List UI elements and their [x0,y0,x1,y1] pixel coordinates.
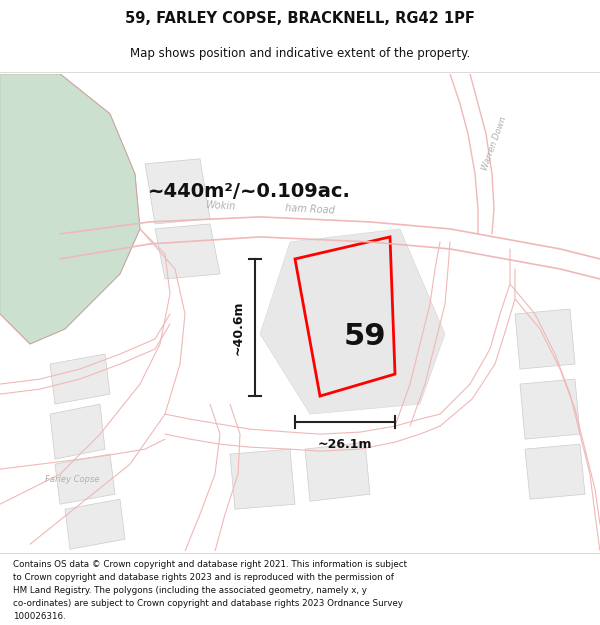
Text: ~26.1m: ~26.1m [318,438,372,451]
Polygon shape [260,229,445,414]
Text: Wokin: Wokin [205,201,235,212]
Text: Contains OS data © Crown copyright and database right 2021. This information is : Contains OS data © Crown copyright and d… [13,560,407,569]
Text: Warren Down: Warren Down [480,116,508,172]
Polygon shape [50,354,110,404]
Polygon shape [515,309,575,369]
Text: ham Road: ham Road [285,203,335,216]
Polygon shape [145,159,210,224]
Text: ~40.6m: ~40.6m [232,300,245,355]
Text: Farley Copse: Farley Copse [45,474,99,484]
Polygon shape [525,444,585,499]
Text: co-ordinates) are subject to Crown copyright and database rights 2023 Ordnance S: co-ordinates) are subject to Crown copyr… [13,599,403,608]
Polygon shape [65,499,125,549]
Text: ~440m²/~0.109ac.: ~440m²/~0.109ac. [148,182,351,201]
Polygon shape [520,379,580,439]
Polygon shape [50,404,105,459]
Text: 59, FARLEY COPSE, BRACKNELL, RG42 1PF: 59, FARLEY COPSE, BRACKNELL, RG42 1PF [125,11,475,26]
Polygon shape [55,454,115,504]
Text: 100026316.: 100026316. [13,612,66,621]
Polygon shape [0,74,140,344]
Polygon shape [230,449,295,509]
Polygon shape [155,224,220,279]
Text: Map shows position and indicative extent of the property.: Map shows position and indicative extent… [130,47,470,59]
Text: 59: 59 [344,322,386,351]
Text: HM Land Registry. The polygons (including the associated geometry, namely x, y: HM Land Registry. The polygons (includin… [13,586,367,595]
Polygon shape [305,442,370,501]
Text: to Crown copyright and database rights 2023 and is reproduced with the permissio: to Crown copyright and database rights 2… [13,573,394,582]
